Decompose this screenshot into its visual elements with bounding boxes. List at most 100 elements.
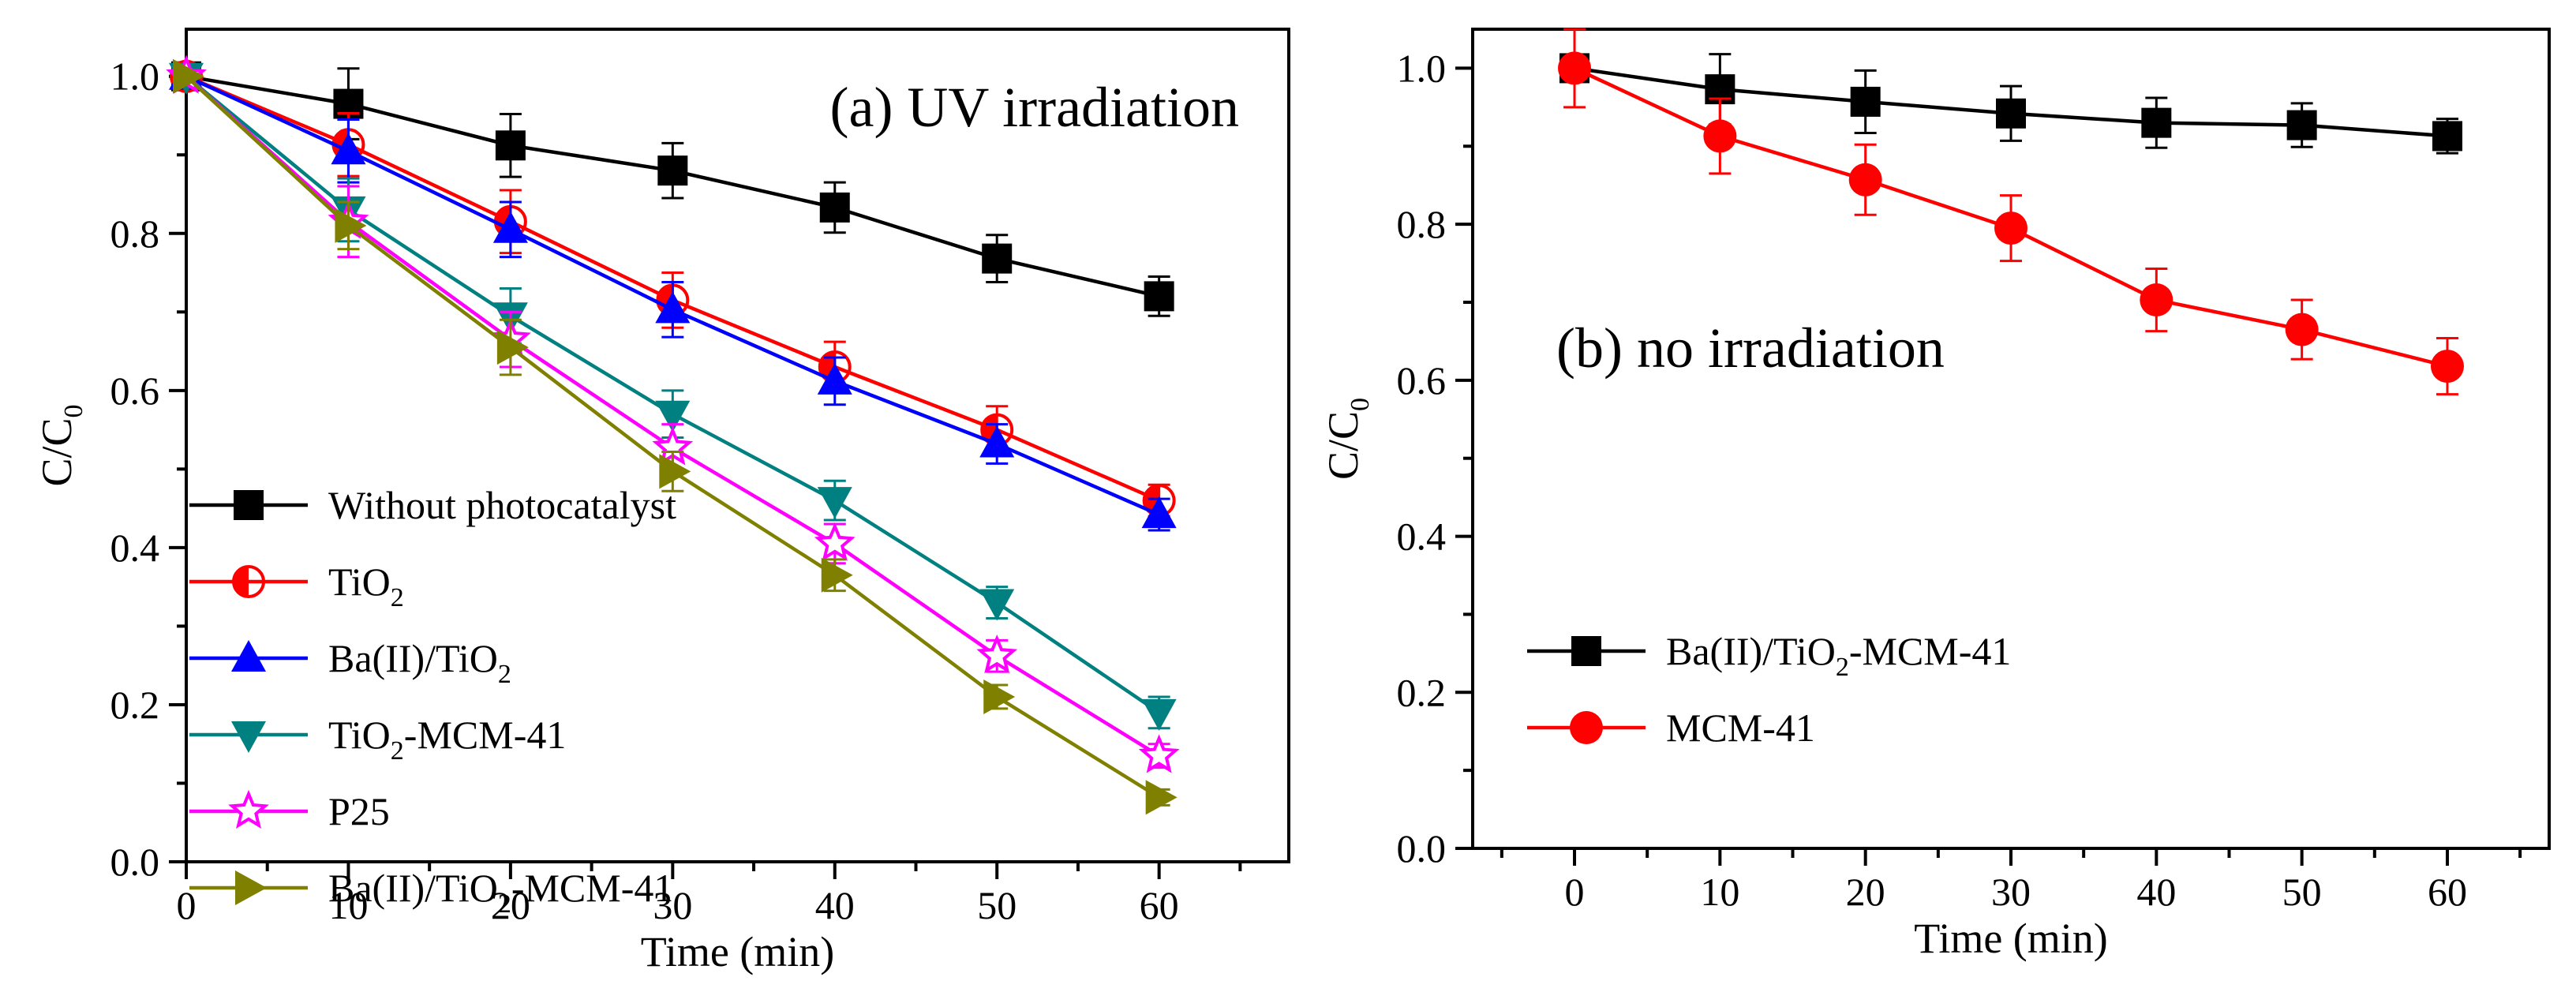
data-point [1141, 698, 1177, 731]
x-tick-label: 60 [2428, 870, 2467, 914]
legend-marker [1570, 711, 1603, 744]
legend-label-part: 2 [391, 736, 404, 766]
legend-label-part: -MCM-41 [1849, 629, 2012, 673]
legend-marker [235, 870, 267, 905]
legend-label-part: Ba(II)/TiO [328, 866, 498, 910]
legend-marker-ring [232, 565, 265, 598]
plot-frame [185, 28, 1290, 863]
legend-label: P25 [328, 789, 390, 833]
x-tick-label: 10 [1700, 870, 1739, 914]
y-tick-label: 0.8 [1397, 202, 1447, 246]
y-tick-label: 1.0 [110, 54, 160, 99]
legend-label-part: -MCM-41 [404, 713, 567, 757]
data-point [821, 557, 853, 593]
legend-marker [228, 789, 269, 829]
legend-label: TiO2-MCM-41 [328, 713, 566, 766]
legend-item: Ba(II)/TiO2-MCM-41 [1527, 629, 2011, 682]
legend-label-part: TiO [328, 713, 391, 757]
y-tick-label: 0.8 [110, 212, 160, 256]
data-point [173, 58, 204, 94]
data-point [655, 291, 691, 324]
data-point [982, 243, 1013, 274]
data-point [817, 487, 852, 519]
x-tick-label: 0 [1565, 870, 1585, 914]
data-point [2286, 110, 2317, 140]
y-tick-label: 0.2 [1397, 670, 1447, 714]
data-point [1144, 281, 1174, 312]
legend-item: Ba(II)/TiO2-MCM-41 [189, 866, 673, 919]
legend-label: TiO2 [328, 560, 404, 612]
data-point [1145, 780, 1178, 815]
x-tick-label: 20 [1846, 870, 1885, 914]
data-point [657, 155, 688, 186]
legend-label-part: Ba(II)/TiO [1666, 629, 1836, 673]
y-tick-label: 0.2 [110, 683, 160, 727]
y-axis-title-text-part: C/C [33, 417, 80, 486]
series-ba-ii-tio2-mcm-41 [1559, 53, 2462, 155]
data-point [495, 130, 526, 161]
x-axis-title: Time (min) [1914, 915, 2108, 962]
y-tick-label: 1.0 [1397, 46, 1447, 90]
data-point [979, 589, 1015, 621]
y-axis-title: C/C0 [33, 404, 88, 486]
data-point [335, 208, 367, 243]
legend-marker [1571, 636, 1601, 666]
y-axis-title-text: C/C0 [1320, 398, 1375, 480]
y-tick-label: 0.0 [110, 840, 160, 884]
y-axis-title-text: C/C0 [33, 404, 88, 486]
legend-label: Ba(II)/TiO2-MCM-41 [328, 866, 673, 919]
legend-label: Ba(II)/TiO2-MCM-41 [1666, 629, 2011, 682]
data-point [1138, 734, 1180, 773]
data-point [1558, 51, 1592, 85]
legend-marker [231, 721, 266, 753]
legend-label-part: Ba(II)/TiO [328, 636, 498, 680]
legend-label: Ba(II)/TiO2 [328, 636, 511, 689]
y-axis-title-text-part: 0 [1346, 398, 1375, 411]
data-point [1141, 496, 1177, 529]
y-tick-label: 0.6 [1397, 358, 1447, 402]
legend-item: TiO2 [189, 560, 404, 612]
x-tick-label: 20 [491, 883, 530, 927]
series-ba-ii-tio2 [169, 58, 1177, 532]
data-point [2141, 107, 2172, 138]
data-point [1996, 98, 2026, 129]
legend-label-part: -MCM-41 [511, 866, 674, 910]
legend-label-part: 2 [498, 660, 511, 689]
y-axis-title: C/C0 [1320, 398, 1375, 480]
data-point [655, 400, 691, 432]
data-point [492, 211, 528, 243]
y-tick-label: 0.4 [110, 526, 160, 570]
data-point [1848, 163, 1882, 197]
series-ba-ii-tio2-mcm-41 [173, 58, 1178, 815]
data-point [814, 522, 856, 561]
x-tick-label: 40 [2136, 870, 2176, 914]
data-point [817, 362, 852, 395]
legend-label: MCM-41 [1666, 706, 1815, 750]
data-point [659, 454, 691, 489]
data-point [819, 192, 850, 223]
legend-label-part: MCM-41 [1666, 706, 1815, 750]
legend-label-part: 2 [498, 889, 511, 919]
legend: Without photocatalystTiO2Ba(II)/TiO2TiO2… [189, 483, 676, 919]
legend-label-part: 2 [1836, 653, 1849, 682]
x-tick-label: 10 [328, 883, 368, 927]
y-tick-label: 0.6 [110, 369, 160, 413]
y-axis-title-text-part: C/C [1320, 411, 1367, 480]
data-point [2430, 350, 2464, 384]
x-tick-label: 30 [1991, 870, 2031, 914]
data-point [2432, 121, 2462, 152]
data-point [1994, 212, 2027, 245]
y-tick-label: 0.0 [1397, 826, 1447, 870]
y-axis-title-text-part: 0 [59, 404, 88, 417]
x-tick-label: 50 [977, 883, 1017, 927]
data-point [976, 634, 1018, 674]
data-point [496, 330, 529, 365]
legend-item: Without photocatalyst [189, 483, 676, 527]
legend-item: P25 [189, 789, 390, 833]
legend-item: MCM-41 [1527, 706, 1815, 750]
legend-marker [231, 640, 266, 672]
data-point [2140, 283, 2174, 317]
